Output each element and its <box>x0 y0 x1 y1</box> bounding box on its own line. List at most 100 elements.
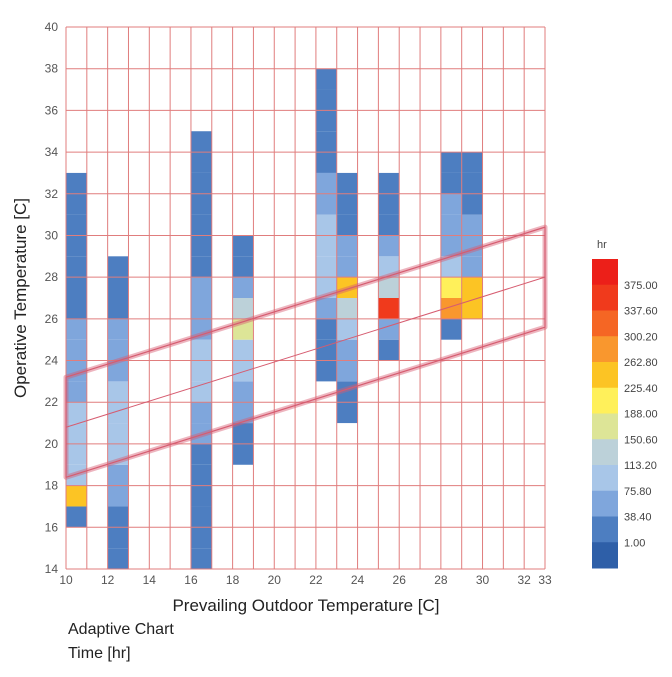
legend-label: 337.60 <box>624 306 658 318</box>
x-tick-label: 33 <box>538 573 552 587</box>
heatmap-cell <box>336 318 358 340</box>
y-tick-label: 24 <box>45 354 59 368</box>
heatmap-cell <box>107 527 129 549</box>
heatmap-cell <box>190 256 212 278</box>
heatmap-cell <box>315 339 337 361</box>
heatmap-cell <box>66 298 87 319</box>
heatmap-cell <box>315 68 337 90</box>
heatmap-cell <box>66 485 87 507</box>
heatmap-cell <box>66 277 87 298</box>
heatmap-cell <box>440 318 462 340</box>
legend-label: 1.00 <box>624 537 645 549</box>
legend-label: 188.00 <box>624 409 658 421</box>
x-tick-label: 30 <box>476 573 490 587</box>
x-tick-label: 10 <box>59 573 73 587</box>
heatmap-cell <box>190 131 212 153</box>
heatmap-cell <box>66 381 87 403</box>
heatmap-cell <box>378 298 400 319</box>
heatmap-cell <box>190 485 212 507</box>
heatmap-cell <box>378 235 400 257</box>
heatmap-cell <box>232 360 254 382</box>
legend-swatch <box>592 413 618 440</box>
heatmap-cell <box>107 423 129 444</box>
y-tick-label: 22 <box>45 395 59 409</box>
heatmap-cell <box>66 172 87 194</box>
heatmap-cell <box>66 423 87 444</box>
heatmap-cell <box>190 193 212 215</box>
heatmap-cell <box>315 172 337 194</box>
y-tick-label: 14 <box>45 562 59 576</box>
x-tick-label: 12 <box>101 573 115 587</box>
heatmap-cell <box>232 423 254 444</box>
legend-swatch <box>592 516 618 543</box>
legend-swatch <box>592 310 618 337</box>
heatmap-cell <box>190 423 212 444</box>
comfort-zone-border <box>65 226 546 478</box>
legend-label: 225.40 <box>624 383 658 395</box>
x-tick-label: 20 <box>268 573 282 587</box>
heatmap-cell <box>107 548 129 569</box>
legend-swatch <box>592 387 618 414</box>
y-tick-label: 20 <box>45 437 59 451</box>
heatmap-cell <box>190 318 212 340</box>
x-tick-label: 18 <box>226 573 240 587</box>
heatmap-cell <box>315 235 337 257</box>
heatmap-cell <box>232 256 254 278</box>
heatmap-cell <box>232 298 254 319</box>
heatmap-cell <box>315 214 337 236</box>
chart-subtitle: Time [hr] <box>68 645 131 662</box>
heatmap-cell <box>315 110 337 132</box>
y-axis-ticks: 14 16 18 20 22 24 26 28 30 32 34 36 38 40 <box>45 20 59 576</box>
y-tick-label: 16 <box>45 520 59 534</box>
legend-swatch <box>592 259 618 286</box>
heatmap-cell <box>440 298 462 319</box>
x-tick-label: 28 <box>434 573 448 587</box>
y-tick-label: 28 <box>45 270 59 284</box>
legend-label: 75.80 <box>624 486 652 498</box>
legend-label: 38.40 <box>624 512 652 524</box>
heatmap-cell <box>190 152 212 173</box>
heatmap-cell <box>66 402 87 424</box>
legend-title: hr <box>597 239 607 251</box>
heatmap-cell <box>315 152 337 173</box>
heatmap-cell <box>440 193 462 215</box>
heatmap-cell <box>66 256 87 278</box>
heatmap-cell <box>315 277 337 298</box>
heatmap-cell <box>378 193 400 215</box>
heatmap-cell <box>461 256 483 278</box>
heatmap-cell <box>336 402 358 424</box>
legend-swatch <box>592 362 618 389</box>
heatmap-cell <box>190 443 212 465</box>
heatmap-cell <box>190 339 212 361</box>
heatmap-cell <box>107 485 129 507</box>
x-axis-ticks: 10 12 14 16 18 20 22 24 26 28 30 32 33 <box>59 573 552 587</box>
heatmap-cell <box>66 443 87 465</box>
heatmap-cell <box>66 339 87 361</box>
heatmap-cell <box>232 339 254 361</box>
heatmap-cell <box>107 256 129 278</box>
heatmap-cell <box>190 298 212 319</box>
y-tick-label: 38 <box>45 62 59 76</box>
heatmap-cell <box>190 172 212 194</box>
heatmap-cell <box>107 402 129 424</box>
heatmap-cell <box>315 256 337 278</box>
heatmap-cell <box>232 443 254 465</box>
x-tick-label: 24 <box>351 573 365 587</box>
heatmap-cell <box>232 235 254 257</box>
heatmap-cell <box>336 193 358 215</box>
heatmap-cell <box>190 506 212 528</box>
y-tick-label: 34 <box>45 145 59 159</box>
heatmap-cell <box>440 172 462 194</box>
heatmap-cells <box>66 68 483 569</box>
heatmap-cell <box>378 214 400 236</box>
heatmap-cell <box>107 277 129 298</box>
heatmap-cell <box>190 548 212 569</box>
x-tick-label: 22 <box>309 573 323 587</box>
heatmap-cell <box>461 172 483 194</box>
heatmap-cell <box>440 277 462 298</box>
legend-swatch <box>592 542 618 569</box>
comfort-zone <box>63 224 548 480</box>
y-tick-label: 36 <box>45 103 59 117</box>
x-tick-label: 32 <box>517 573 531 587</box>
